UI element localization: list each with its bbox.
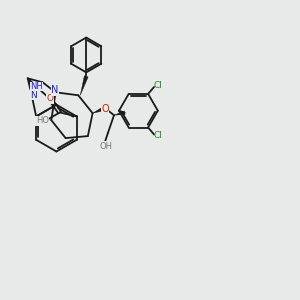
Text: N: N bbox=[51, 85, 59, 95]
Text: O: O bbox=[101, 104, 109, 114]
Text: HO: HO bbox=[36, 116, 49, 125]
Polygon shape bbox=[114, 111, 125, 115]
Text: O: O bbox=[46, 94, 53, 103]
Text: Cl: Cl bbox=[154, 131, 163, 140]
Polygon shape bbox=[93, 108, 103, 113]
Text: NH: NH bbox=[30, 82, 43, 91]
Text: Cl: Cl bbox=[154, 81, 163, 90]
Text: OH: OH bbox=[99, 142, 112, 151]
Text: N: N bbox=[30, 91, 37, 100]
Polygon shape bbox=[80, 76, 88, 95]
